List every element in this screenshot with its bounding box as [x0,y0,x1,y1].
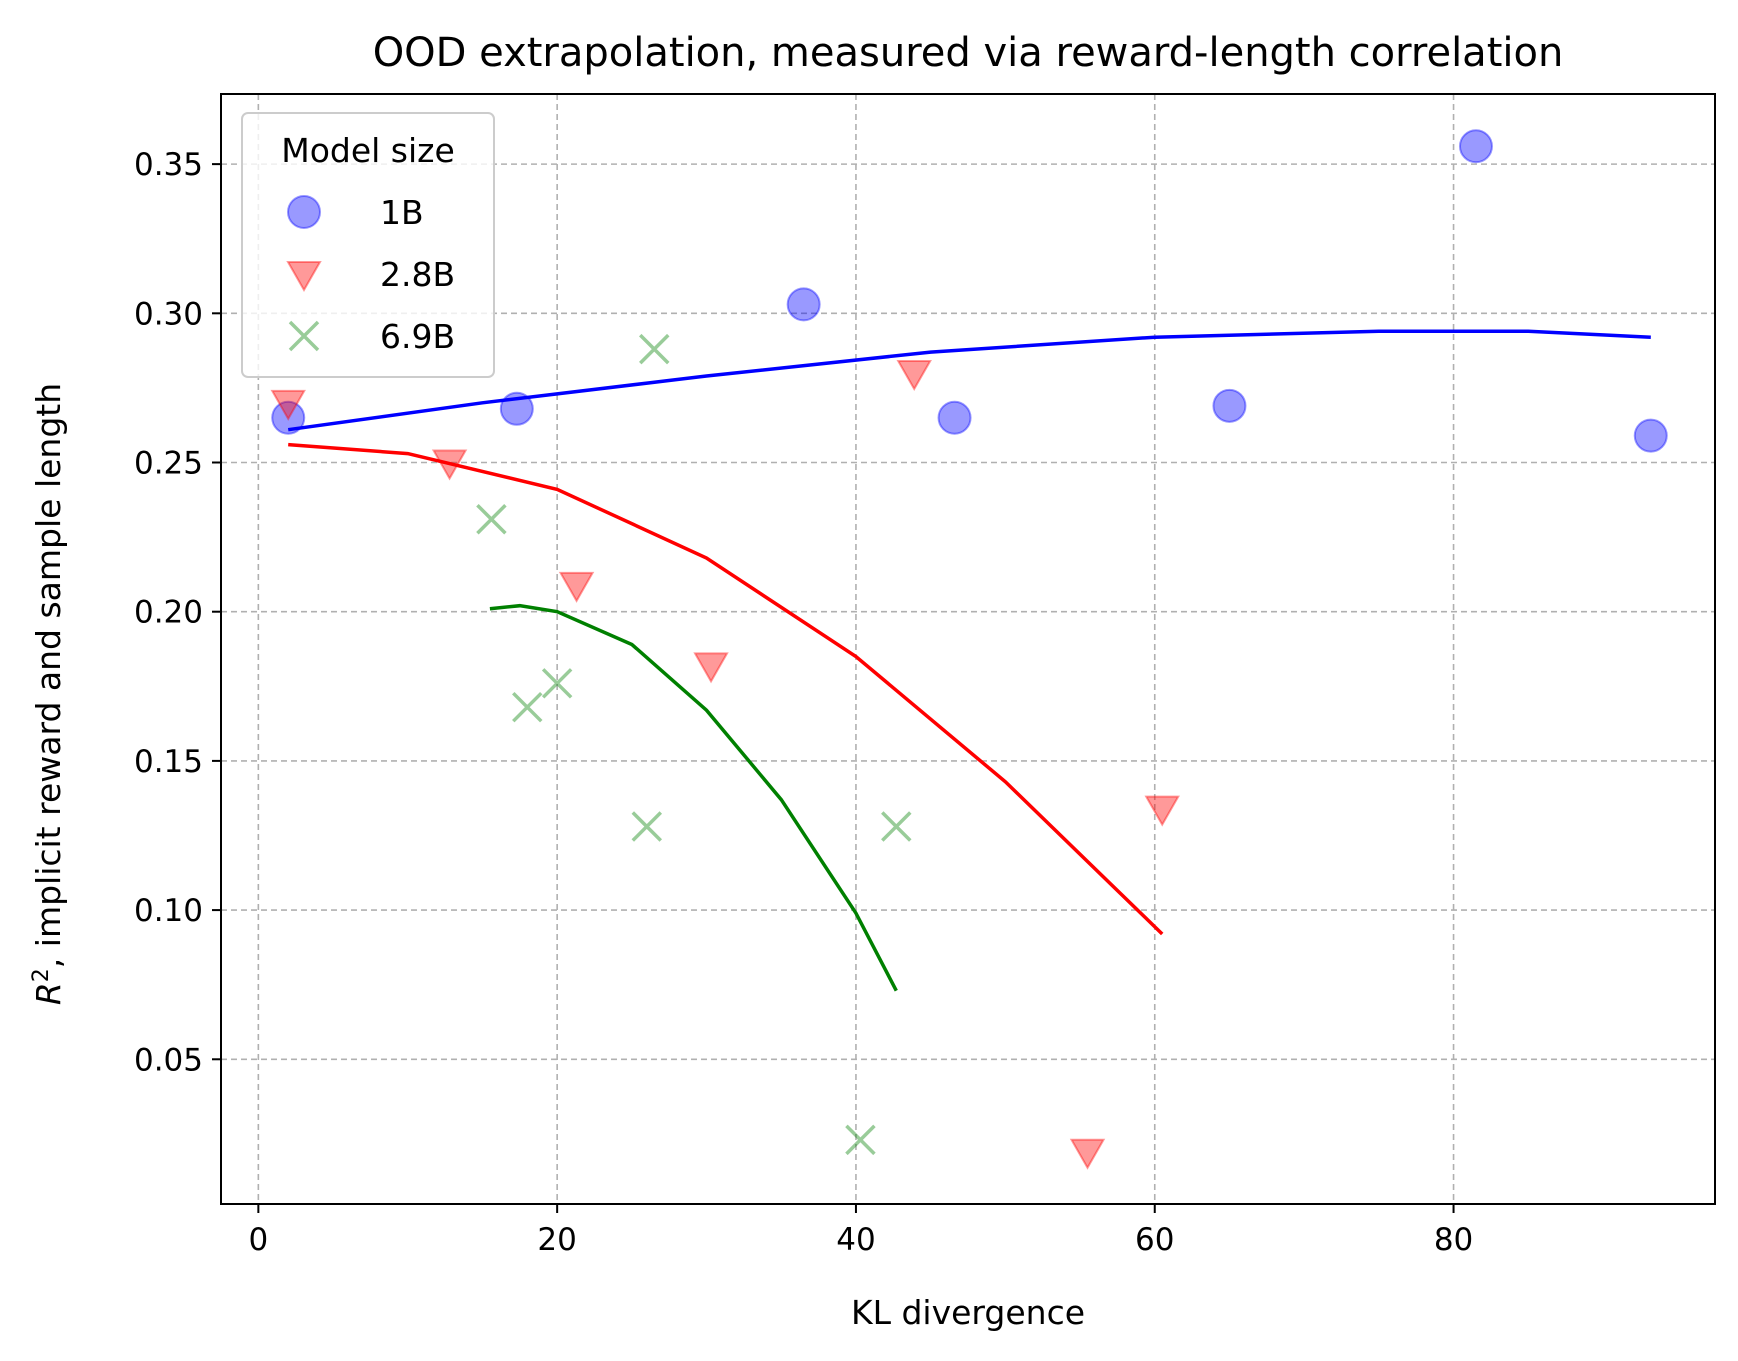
point-1b [937,400,972,435]
fit-lines [287,329,1651,992]
grid [221,94,1715,1204]
y-axis-ticks: 0.05 0.10 0.15 0.20 0.25 0.30 0.35 [134,147,221,1078]
fit-line-1b [287,329,1651,432]
point-1b [499,391,534,426]
legend: Model size 1B 2.8B 6.9B [241,112,495,378]
y-axis-label-symbol: R [29,982,68,1005]
y-tick-label: 0.05 [134,1042,203,1078]
point-2-8b [1144,795,1180,827]
legend-label-2-8b: 2.8B [380,255,455,294]
legend-label-1b: 1B [380,193,424,232]
point-6-9b [845,1124,876,1156]
point-6-9b [631,811,663,842]
x-tick-label: 80 [1434,1222,1473,1258]
x-tick-label: 0 [248,1222,268,1258]
legend-box [241,112,495,378]
point-6-9b [476,503,507,535]
x-tick-label: 40 [836,1222,875,1258]
fit-line-2-8b [288,442,1164,936]
y-axis-label-superscript: 2 [29,968,54,982]
legend-entries: 1B 2.8B 6.9B [286,193,455,356]
point-6-9b [881,811,912,842]
x-axis-ticks: 0 20 40 60 80 [248,1204,1473,1258]
point-1b [1633,418,1668,453]
point-6-9b [541,668,573,699]
point-2-8b [896,359,932,392]
point-6-9b [639,333,670,365]
fit-line-6-9b [489,603,898,992]
y-tick-label: 0.15 [134,744,203,780]
y-tick-label: 0.25 [134,446,203,482]
x-tick-label: 20 [537,1222,576,1258]
legend-label-6-9b: 6.9B [380,317,455,356]
y-axis-label: R2, implicit reward and sample length [29,383,68,1005]
x-tick-label: 60 [1135,1222,1174,1258]
point-1b [1458,129,1493,164]
point-2-8b [431,449,468,481]
point-6-9b [512,691,543,723]
y-tick-label: 0.10 [134,893,203,929]
chart-title: OOD extrapolation, measured via reward-l… [373,30,1564,76]
point-2-8b [270,389,306,421]
point-1b [271,400,306,435]
legend-marker-2-8b [286,261,322,293]
y-tick-label: 0.30 [134,296,203,332]
point-2-8b [558,571,595,603]
legend-title: Model size [281,131,455,170]
point-2-8b [1069,1138,1106,1170]
y-tick-label: 0.20 [134,595,203,631]
point-1b [786,287,821,322]
point-1b [1212,388,1247,423]
legend-marker-6-9b [288,320,320,352]
plot-frame [220,93,1716,1205]
x-axis-label: KL divergence [851,1293,1085,1332]
point-2-8b [693,652,729,684]
y-tick-label: 0.35 [134,147,203,183]
data-points [270,129,1668,1170]
y-axis-label-text: , implicit reward and sample length [29,383,68,968]
legend-marker-1b [287,195,321,229]
